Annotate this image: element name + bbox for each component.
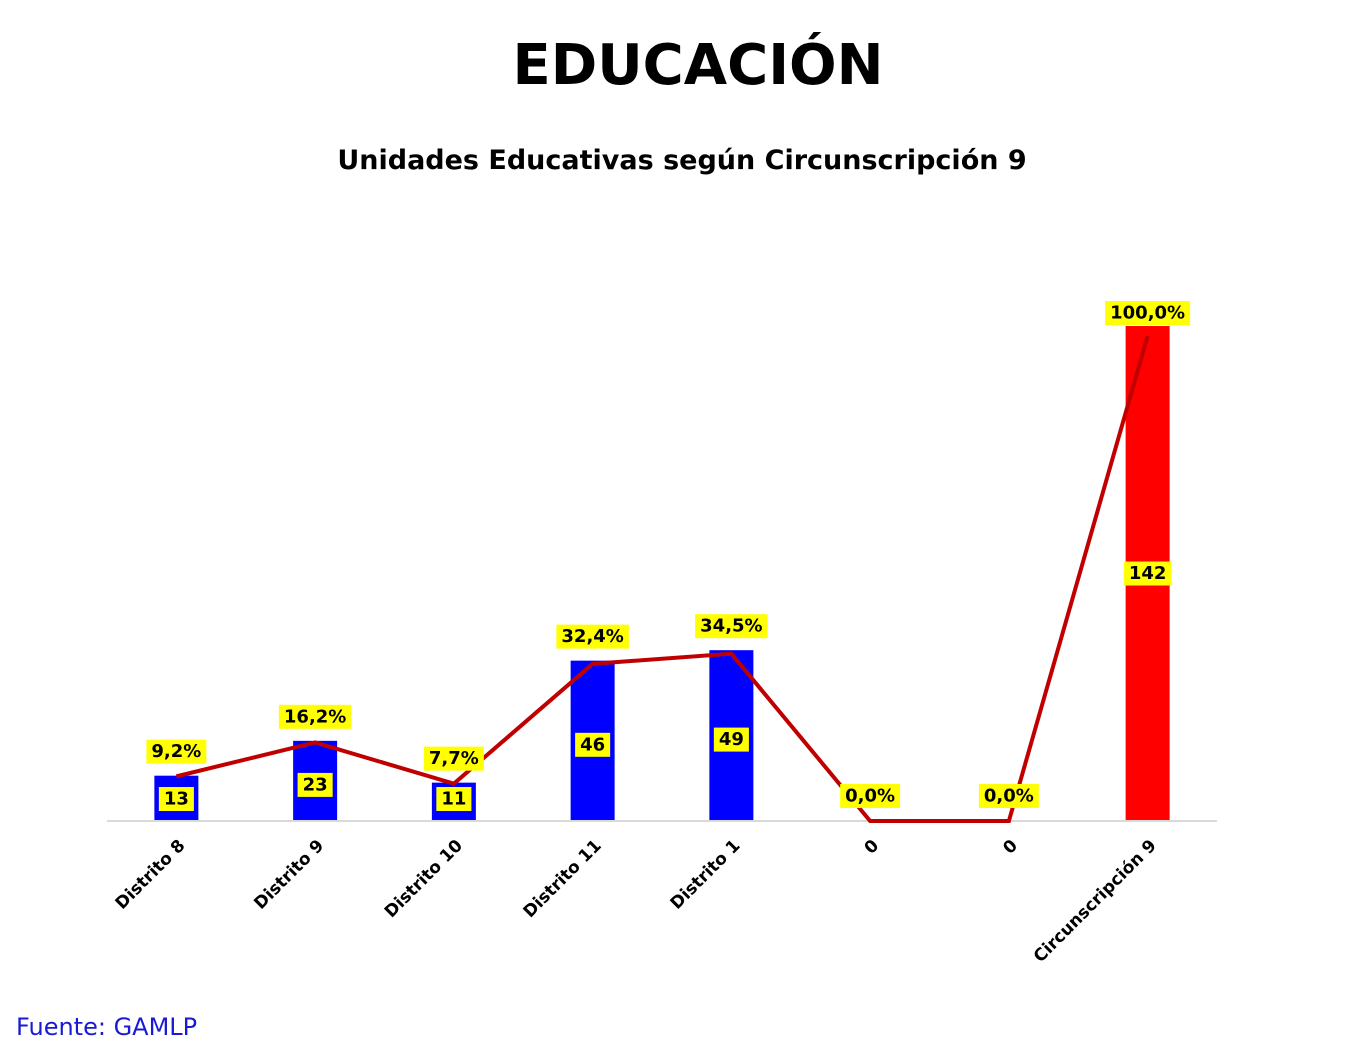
bar-value-label-7: 142 xyxy=(1123,561,1172,586)
bar-value-label-3-bg xyxy=(575,732,611,757)
pct-label-3: 32,4% xyxy=(556,624,629,649)
x-tick-label-0: Distrito 8 xyxy=(112,836,190,914)
pct-label-4: 34,5% xyxy=(695,614,768,639)
bar-value-label-1-text: 23 xyxy=(303,774,328,795)
bar-value-label-4: 49 xyxy=(713,727,749,752)
pct-label-7-bg xyxy=(1105,301,1191,325)
x-tick-label-4: Distrito 1 xyxy=(667,836,745,914)
pct-label-6-bg xyxy=(978,784,1039,808)
bar-value-label-4-bg xyxy=(713,727,749,752)
x-tick-label-5: 0 xyxy=(861,836,884,859)
x-tick-label-1: Distrito 9 xyxy=(250,836,328,914)
pct-label-1: 16,2% xyxy=(278,704,352,729)
percentage-line xyxy=(175,335,1150,823)
pct-label-3-bg xyxy=(556,624,629,649)
bar-value-label-0: 13 xyxy=(158,787,194,811)
pct-label-3-text: 32,4% xyxy=(561,626,623,647)
bar-value-label-2: 11 xyxy=(436,787,472,811)
source-note: Fuente: GAMLP xyxy=(16,1013,198,1041)
pct-label-6-text: 0,0% xyxy=(984,786,1034,807)
pct-label-5-text: 0,0% xyxy=(845,786,895,807)
bar-value-label-1-bg xyxy=(297,772,333,797)
pct-label-2: 7,7% xyxy=(423,746,484,771)
x-tick-label-3: Distrito 11 xyxy=(520,836,606,922)
bar-value-label-2-bg xyxy=(436,787,472,811)
bars-layer xyxy=(154,326,1170,821)
pct-label-5-bg xyxy=(840,784,901,808)
pct-label-2-text: 7,7% xyxy=(429,748,479,769)
chart-title: Unidades Educativas según Circunscripció… xyxy=(337,145,1027,176)
pct-label-0: 9,2% xyxy=(146,739,207,764)
pct-label-1-text: 16,2% xyxy=(284,706,346,727)
pct-label-6: 0,0% xyxy=(978,784,1039,808)
pct-label-4-bg xyxy=(695,614,768,639)
pct-label-0-text: 9,2% xyxy=(151,741,201,762)
pct-label-7-text: 100,0% xyxy=(1110,303,1185,324)
pct-label-1-bg xyxy=(278,704,352,729)
data-labels-layer: 13 23 11 46 49 142 9,2% 16,2% 7,7% 32,4% 34,5% 0,0%… xyxy=(146,301,1191,811)
page-title: EDUCACIÓN xyxy=(512,33,884,98)
pct-label-2-bg xyxy=(423,746,484,771)
bar-value-label-2-text: 11 xyxy=(441,789,466,810)
pct-label-5: 0,0% xyxy=(840,784,901,808)
line-series-layer xyxy=(175,335,1150,823)
bar-value-label-0-bg xyxy=(158,787,194,811)
bar-value-label-1: 23 xyxy=(297,772,333,797)
x-tick-label-2: Distrito 10 xyxy=(381,836,467,922)
chart-area: 13 23 11 46 49 142 9,2% 16,2% 7,7% 32,4% 34,5% 0,0%… xyxy=(107,301,1217,967)
pct-label-7: 100,0% xyxy=(1105,301,1191,325)
bar-value-label-0-text: 13 xyxy=(164,789,189,810)
pct-label-4-text: 34,5% xyxy=(700,616,762,637)
bar-value-label-3: 46 xyxy=(575,732,611,757)
x-tick-label-7: Circunscripción 9 xyxy=(1030,836,1161,967)
bar-value-label-4-text: 49 xyxy=(719,729,744,750)
x-tick-label-6: 0 xyxy=(999,836,1022,859)
bar-value-label-7-bg xyxy=(1123,561,1172,586)
bar-value-label-3-text: 46 xyxy=(580,734,605,755)
pct-label-0-bg xyxy=(146,739,207,764)
bar-value-label-7-text: 142 xyxy=(1129,563,1167,584)
x-tick-labels: Distrito 8 Distrito 9 Distrito 10 Distrito … xyxy=(112,836,1161,967)
